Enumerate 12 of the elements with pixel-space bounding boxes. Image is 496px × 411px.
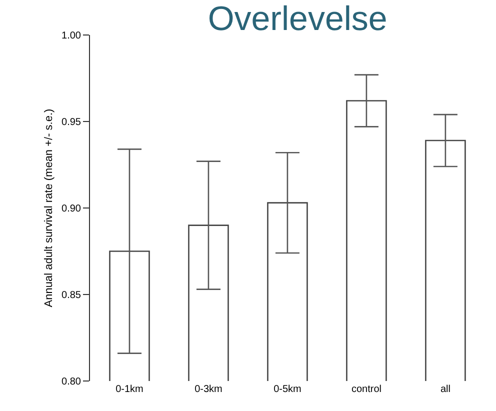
x-tick-label: all (440, 384, 450, 395)
y-axis-title: Annual adult survival rate (mean +/- s.e.) (43, 108, 56, 308)
chart-title: Overlevelse (208, 0, 388, 38)
x-tick-label: 0-1km (116, 384, 144, 395)
x-tick-label: 0-5km (274, 384, 302, 395)
y-tick-label: 0.85 (62, 290, 82, 301)
x-tick-label: control (351, 384, 382, 395)
y-tick-label: 1.00 (62, 30, 82, 42)
y-tick-label: 0.95 (62, 117, 82, 128)
x-tick-label: 0-3km (194, 384, 222, 395)
y-tick-label: 0.90 (62, 204, 82, 214)
y-tick-label: 0.80 (62, 376, 82, 388)
